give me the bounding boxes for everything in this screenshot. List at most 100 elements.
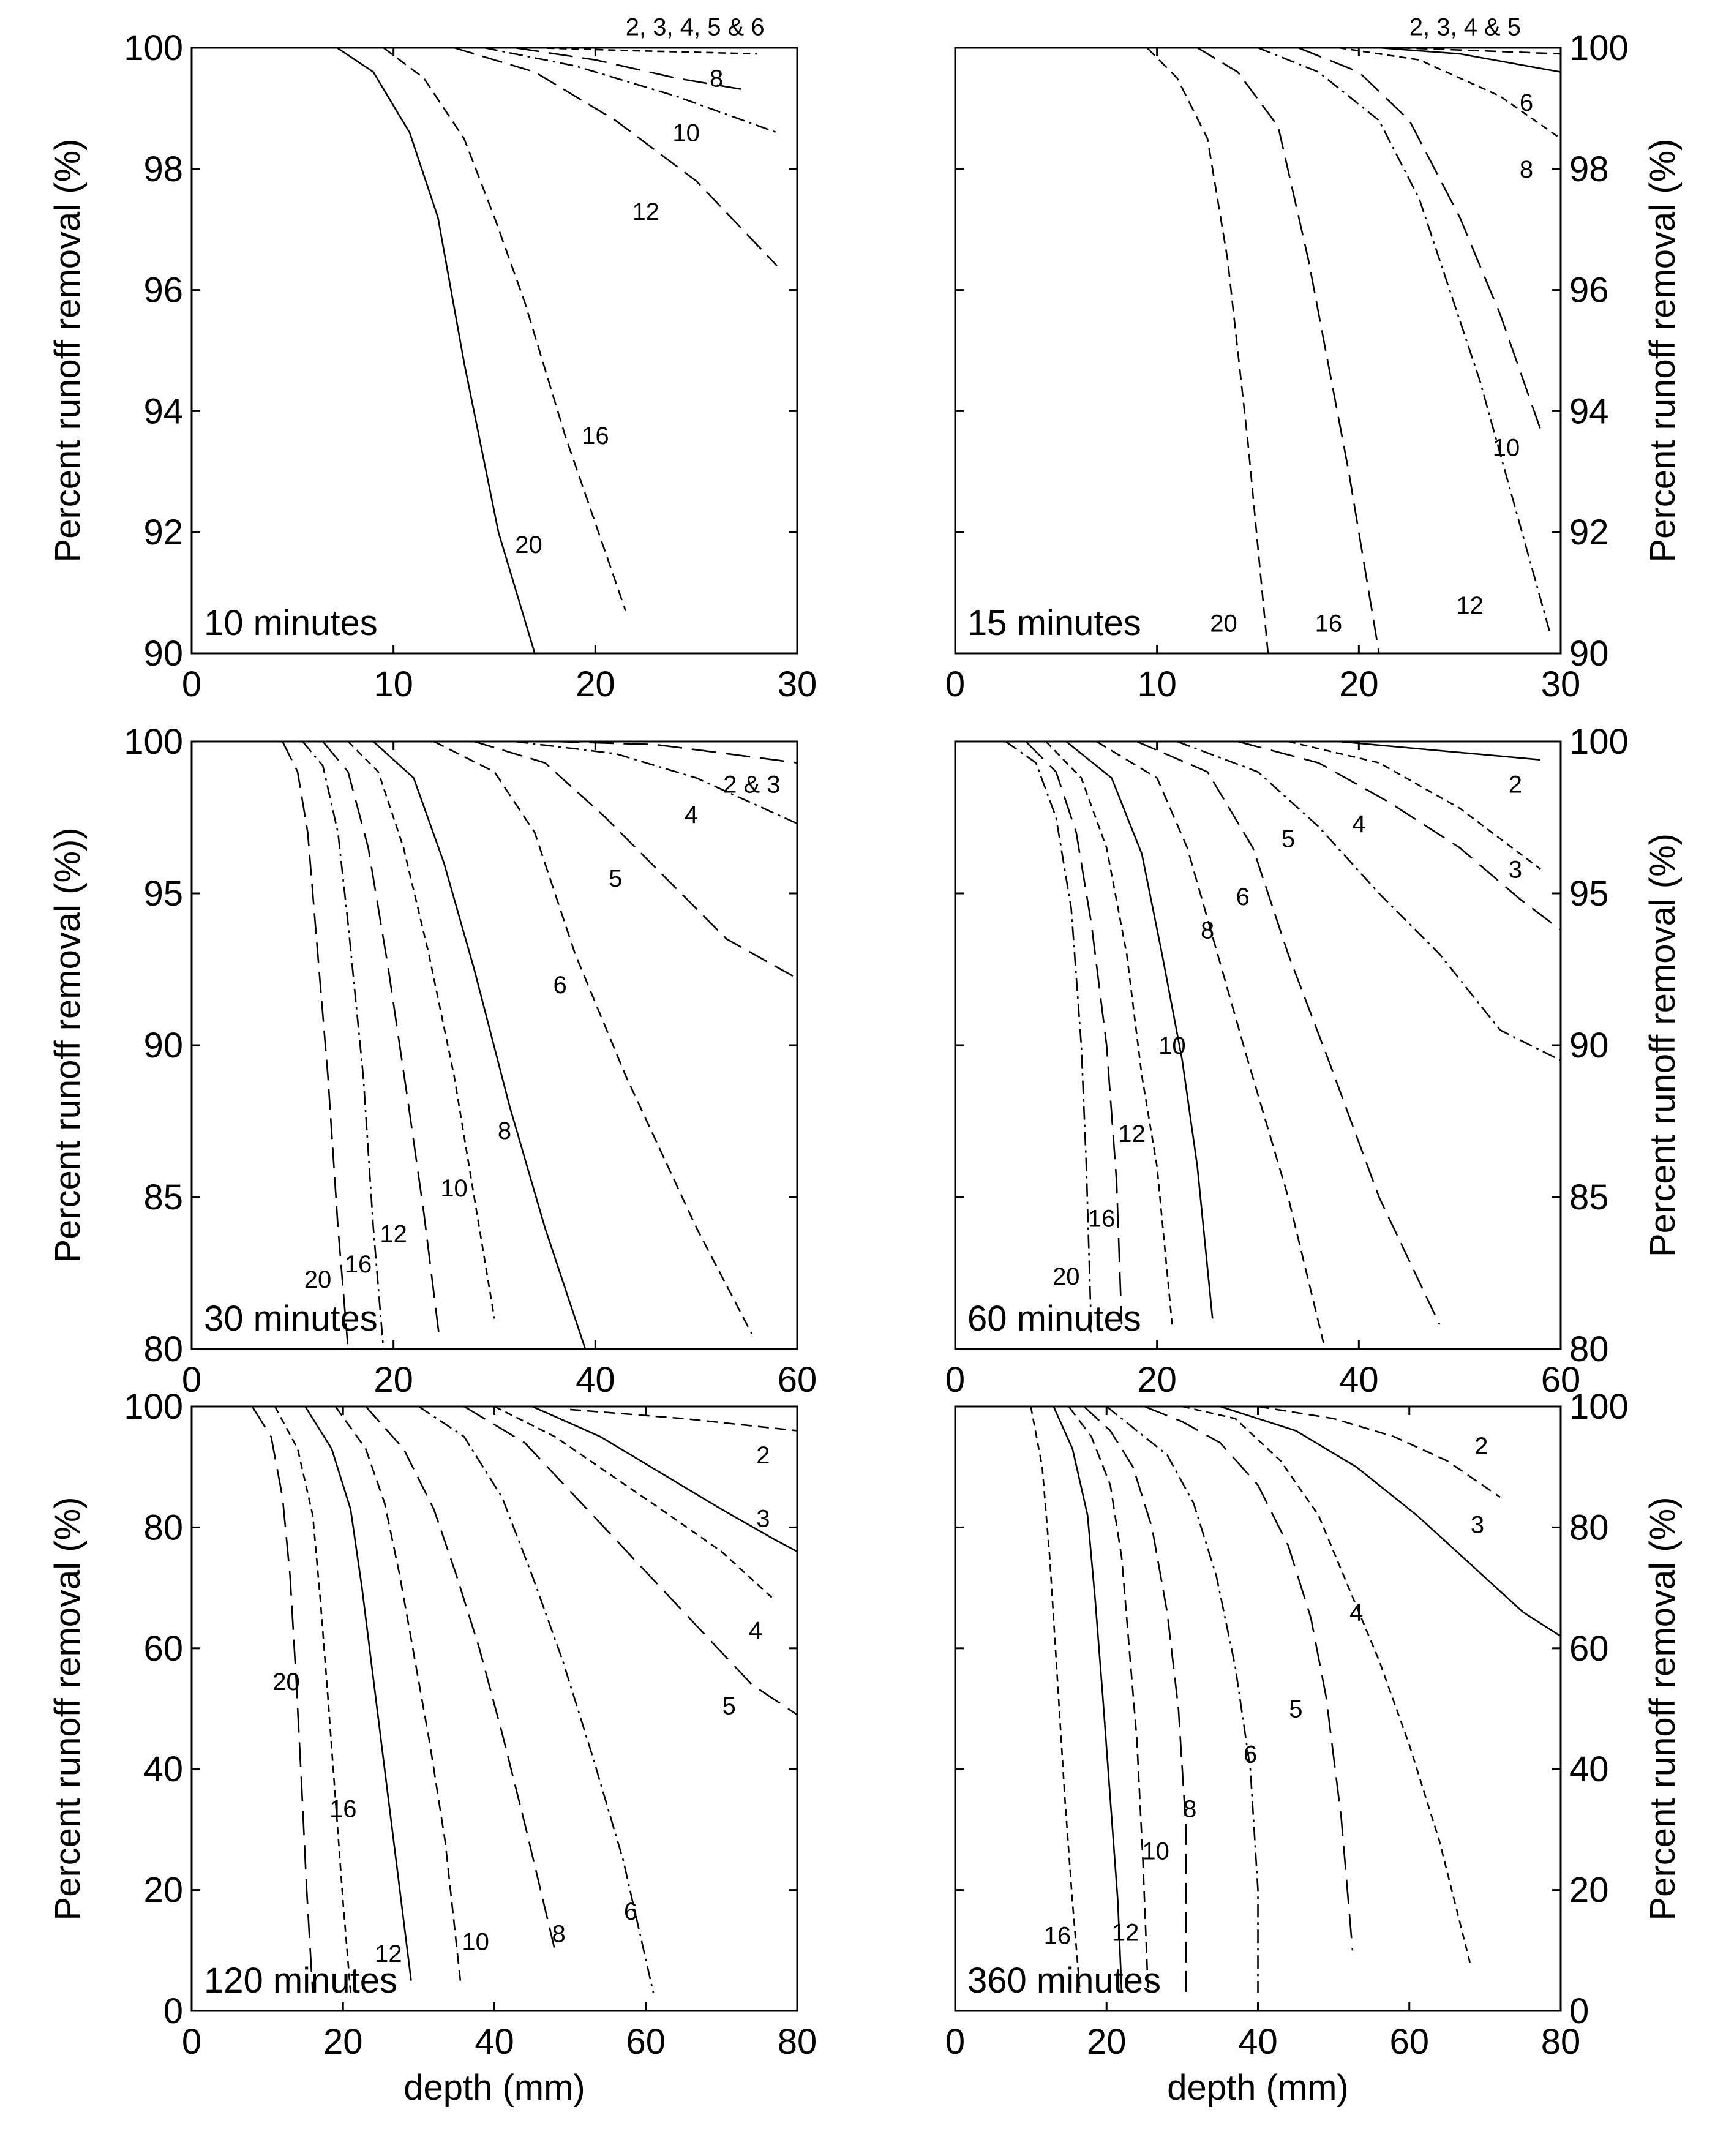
series-line-5 bbox=[1144, 1407, 1354, 1951]
y-tick-label: 98 bbox=[1569, 149, 1609, 189]
series-label: 10 bbox=[1158, 1032, 1186, 1059]
y-tick-label: 0 bbox=[163, 1991, 183, 2031]
x-tick-label: 10 bbox=[373, 664, 413, 704]
y-tick-label: 80 bbox=[1569, 1329, 1609, 1369]
series-label: 4 bbox=[1349, 1599, 1363, 1626]
y-tick-label: 80 bbox=[143, 1329, 183, 1369]
y-tick-label: 94 bbox=[1569, 391, 1609, 431]
plot-frame bbox=[190, 1405, 798, 2012]
x-tick-label: 60 bbox=[1389, 2022, 1429, 2062]
duration-label: 60 minutes bbox=[967, 1299, 1141, 1339]
series-line-20 bbox=[336, 48, 536, 653]
series-line-10 bbox=[1065, 742, 1214, 1319]
series-line-16 bbox=[1196, 48, 1380, 653]
curves bbox=[1005, 742, 1561, 1343]
series-label: 6 bbox=[624, 1898, 637, 1925]
series-line-3 bbox=[1220, 1407, 1561, 1637]
y-tick-label: 80 bbox=[143, 1508, 183, 1547]
series-line-4 bbox=[1237, 742, 1561, 931]
series-line-20 bbox=[1005, 742, 1092, 1334]
y-axis-label: Percent runoff removal (%) bbox=[1643, 139, 1683, 563]
series-label: 10 bbox=[440, 1175, 468, 1202]
y-tick-label: 40 bbox=[1569, 1749, 1609, 1789]
series-label: 16 bbox=[582, 423, 609, 449]
series-line-10 bbox=[484, 48, 778, 133]
series-line-5 bbox=[1177, 742, 1561, 1061]
x-tick-label: 10 bbox=[1137, 664, 1177, 704]
series-label: 8 bbox=[552, 1921, 565, 1948]
series-line-20 bbox=[251, 1407, 314, 1993]
x-tick-label: 20 bbox=[1137, 1360, 1177, 1400]
x-tick-label: 0 bbox=[945, 1360, 965, 1400]
y-tick-label: 98 bbox=[143, 149, 183, 189]
y-tick-label: 96 bbox=[1569, 271, 1609, 310]
y-tick-label: 100 bbox=[1569, 722, 1629, 762]
series-label: 16 bbox=[1044, 1923, 1071, 1950]
y-tick-label: 95 bbox=[143, 874, 183, 914]
duration-label: 15 minutes bbox=[967, 603, 1141, 643]
series-line-2-3-4-5 bbox=[1399, 48, 1561, 55]
series-line-16 bbox=[383, 48, 627, 612]
series-line-10 bbox=[334, 1407, 462, 1981]
x-tick-label: 20 bbox=[373, 1360, 413, 1400]
series-label: 10 bbox=[1493, 435, 1520, 462]
series-label: 5 bbox=[609, 865, 622, 892]
series-label: 16 bbox=[1088, 1206, 1116, 1233]
x-tick-label: 20 bbox=[1087, 2022, 1127, 2062]
series-label: 10 bbox=[1142, 1838, 1169, 1865]
x-tick-label: 60 bbox=[626, 2022, 666, 2062]
series-label: 5 bbox=[1289, 1696, 1302, 1723]
x-tick-label: 20 bbox=[1339, 664, 1379, 704]
series-label: 12 bbox=[380, 1221, 407, 1248]
series-label: 6 bbox=[1236, 884, 1250, 911]
series-line-10 bbox=[1297, 48, 1542, 430]
series-label: 20 bbox=[304, 1266, 332, 1293]
series-label: 20 bbox=[1053, 1263, 1080, 1290]
x-tick-label: 80 bbox=[778, 2022, 817, 2062]
y-tick-label: 92 bbox=[143, 513, 183, 552]
y-axis-label: Percent runoff removal (%) bbox=[1643, 1497, 1683, 1921]
y-tick-label: 100 bbox=[124, 1387, 183, 1427]
series-line-2-3-4-5-6 bbox=[535, 48, 757, 55]
series-label: 16 bbox=[1315, 610, 1343, 637]
y-axis-label: Percent runoff removal (%) bbox=[48, 139, 88, 563]
series-line-6 bbox=[418, 1407, 655, 1993]
series-label: 2 bbox=[756, 1442, 770, 1469]
series-line-3 bbox=[1288, 742, 1541, 870]
y-tick-label: 100 bbox=[124, 722, 183, 762]
series-label: 12 bbox=[632, 198, 660, 225]
curves bbox=[282, 742, 797, 1349]
y-tick-label: 90 bbox=[1569, 1026, 1609, 1065]
duration-label: 30 minutes bbox=[204, 1299, 378, 1339]
x-tick-label: 40 bbox=[576, 1360, 615, 1400]
series-label: 20 bbox=[272, 1669, 300, 1696]
x-axis-label: depth (mm) bbox=[1167, 2068, 1349, 2108]
series-label: 5 bbox=[1282, 826, 1295, 853]
x-tick-label: 30 bbox=[1541, 664, 1581, 704]
x-axis-label: depth (mm) bbox=[403, 2068, 585, 2108]
y-tick-label: 0 bbox=[1569, 1991, 1589, 2031]
series-label: 6 bbox=[1244, 1741, 1257, 1768]
curves bbox=[336, 48, 778, 653]
plot-frame bbox=[954, 740, 1562, 1350]
series-line-16 bbox=[1025, 742, 1123, 1325]
series-label: 2, 3, 4 & 5 bbox=[1409, 13, 1521, 40]
series-label: 3 bbox=[1471, 1511, 1484, 1538]
series-label: 6 bbox=[1520, 89, 1533, 116]
series-line-16 bbox=[274, 1407, 351, 1993]
series-label: 2 bbox=[1509, 771, 1522, 798]
series-line-4 bbox=[514, 742, 797, 825]
series-label: 12 bbox=[1118, 1121, 1146, 1147]
series-line-16 bbox=[1030, 1407, 1081, 1993]
series-line-12 bbox=[322, 742, 440, 1334]
plot-frame bbox=[954, 1405, 1562, 2012]
series-line-10 bbox=[1068, 1407, 1149, 1993]
series-line-20 bbox=[282, 742, 349, 1349]
series-line-5 bbox=[463, 1407, 797, 1716]
x-tick-label: 0 bbox=[182, 1360, 201, 1400]
y-axis-label: Percent runoff removal (%)) bbox=[48, 827, 88, 1263]
chart-panel-1: 0 10 20 30 90 92 94 96 98 100 Percent runoff remov… bbox=[48, 13, 817, 704]
